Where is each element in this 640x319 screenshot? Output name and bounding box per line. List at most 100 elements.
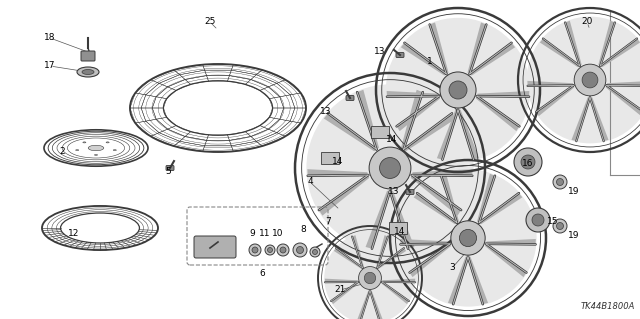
Polygon shape bbox=[429, 22, 449, 73]
Circle shape bbox=[451, 221, 485, 255]
Polygon shape bbox=[480, 193, 522, 224]
Circle shape bbox=[369, 147, 411, 189]
Ellipse shape bbox=[88, 145, 104, 151]
Circle shape bbox=[252, 247, 258, 253]
Circle shape bbox=[532, 214, 544, 226]
Circle shape bbox=[460, 229, 477, 247]
FancyBboxPatch shape bbox=[371, 126, 389, 138]
Polygon shape bbox=[540, 39, 579, 67]
Polygon shape bbox=[382, 278, 415, 282]
Polygon shape bbox=[401, 90, 423, 149]
Polygon shape bbox=[365, 191, 389, 249]
Circle shape bbox=[514, 148, 542, 176]
Circle shape bbox=[553, 175, 567, 189]
Circle shape bbox=[380, 158, 401, 178]
Polygon shape bbox=[387, 91, 439, 97]
Polygon shape bbox=[527, 81, 573, 86]
Text: 25: 25 bbox=[204, 18, 216, 26]
Text: 11: 11 bbox=[259, 229, 271, 239]
FancyBboxPatch shape bbox=[406, 189, 414, 195]
Polygon shape bbox=[307, 169, 368, 176]
Polygon shape bbox=[324, 278, 358, 282]
Circle shape bbox=[553, 219, 567, 233]
Text: 3: 3 bbox=[449, 263, 455, 272]
Polygon shape bbox=[334, 248, 362, 269]
Text: 4: 4 bbox=[307, 177, 313, 187]
Polygon shape bbox=[565, 21, 582, 65]
Polygon shape bbox=[371, 291, 383, 319]
Polygon shape bbox=[486, 239, 536, 244]
Circle shape bbox=[307, 85, 474, 252]
Polygon shape bbox=[404, 113, 456, 151]
Text: 1: 1 bbox=[427, 57, 433, 66]
Polygon shape bbox=[397, 97, 440, 131]
Polygon shape bbox=[324, 113, 376, 151]
Circle shape bbox=[399, 169, 536, 307]
Circle shape bbox=[449, 81, 467, 99]
Polygon shape bbox=[413, 193, 456, 224]
Ellipse shape bbox=[83, 142, 86, 143]
Polygon shape bbox=[572, 97, 589, 141]
Text: 14: 14 bbox=[387, 136, 397, 145]
Circle shape bbox=[574, 64, 606, 96]
Circle shape bbox=[280, 247, 286, 253]
Circle shape bbox=[265, 245, 275, 255]
Text: 14: 14 bbox=[394, 227, 406, 236]
Circle shape bbox=[440, 72, 476, 108]
Text: 5: 5 bbox=[165, 167, 171, 176]
FancyBboxPatch shape bbox=[81, 51, 95, 61]
Polygon shape bbox=[536, 86, 574, 116]
Text: 13: 13 bbox=[374, 48, 386, 56]
Polygon shape bbox=[412, 169, 473, 176]
Text: 20: 20 bbox=[581, 18, 593, 26]
Circle shape bbox=[386, 18, 530, 162]
Circle shape bbox=[521, 155, 535, 169]
Ellipse shape bbox=[95, 154, 97, 155]
Text: 6: 6 bbox=[259, 270, 265, 278]
Text: 12: 12 bbox=[68, 229, 80, 239]
FancyBboxPatch shape bbox=[166, 166, 174, 170]
Ellipse shape bbox=[106, 142, 109, 143]
Circle shape bbox=[293, 243, 307, 257]
FancyBboxPatch shape bbox=[194, 236, 236, 258]
Polygon shape bbox=[469, 257, 488, 304]
Polygon shape bbox=[357, 90, 379, 149]
Polygon shape bbox=[376, 235, 388, 267]
Polygon shape bbox=[410, 245, 451, 277]
Text: 2: 2 bbox=[59, 147, 65, 157]
Text: 19: 19 bbox=[568, 232, 580, 241]
Text: 19: 19 bbox=[568, 188, 580, 197]
Circle shape bbox=[324, 232, 416, 319]
Circle shape bbox=[557, 179, 563, 186]
Text: 13: 13 bbox=[320, 108, 332, 116]
Text: 8: 8 bbox=[300, 226, 306, 234]
Circle shape bbox=[557, 222, 563, 229]
Circle shape bbox=[527, 17, 640, 143]
Polygon shape bbox=[437, 110, 457, 160]
Text: 18: 18 bbox=[44, 33, 56, 42]
Polygon shape bbox=[400, 239, 450, 244]
Polygon shape bbox=[411, 176, 461, 216]
Text: 10: 10 bbox=[272, 229, 284, 239]
Text: TK44B1800A: TK44B1800A bbox=[580, 302, 635, 311]
Polygon shape bbox=[598, 21, 615, 65]
FancyBboxPatch shape bbox=[389, 222, 407, 234]
Polygon shape bbox=[319, 176, 369, 216]
Circle shape bbox=[364, 272, 376, 284]
Polygon shape bbox=[331, 283, 358, 304]
Circle shape bbox=[277, 244, 289, 256]
Text: 14: 14 bbox=[332, 158, 344, 167]
Circle shape bbox=[268, 248, 273, 253]
FancyBboxPatch shape bbox=[396, 53, 404, 57]
Polygon shape bbox=[352, 235, 364, 267]
Polygon shape bbox=[591, 97, 609, 141]
Circle shape bbox=[249, 244, 261, 256]
Ellipse shape bbox=[113, 150, 116, 151]
Circle shape bbox=[358, 267, 381, 289]
Polygon shape bbox=[441, 174, 459, 222]
Polygon shape bbox=[601, 39, 640, 67]
Polygon shape bbox=[467, 22, 486, 73]
Polygon shape bbox=[391, 191, 415, 249]
Circle shape bbox=[582, 72, 598, 88]
Text: 16: 16 bbox=[522, 160, 534, 168]
